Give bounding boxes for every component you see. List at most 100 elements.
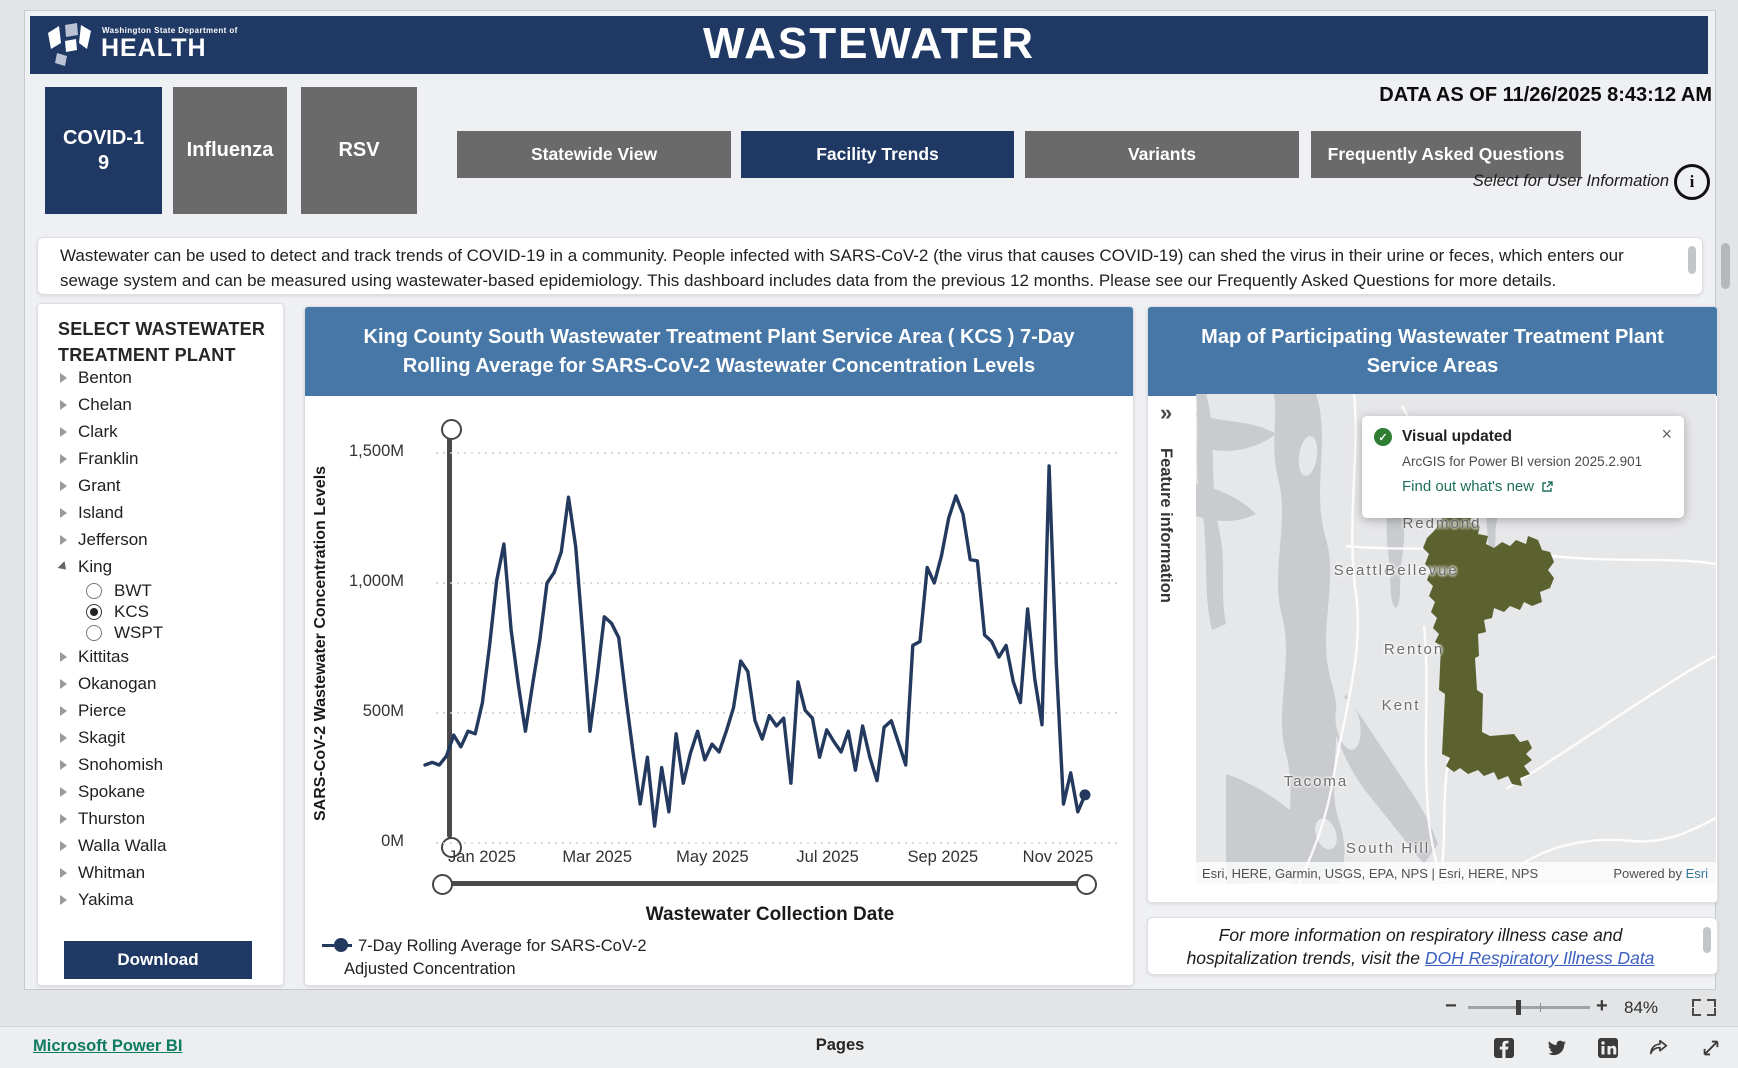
legend-dot-icon (334, 938, 348, 952)
chevron-expanded-icon[interactable] (57, 560, 70, 573)
county-item-king[interactable]: King (38, 553, 283, 580)
chevron-collapsed-icon[interactable] (60, 426, 67, 437)
county-item-walla-walla[interactable]: Walla Walla (38, 832, 283, 859)
chevron-collapsed-icon[interactable] (60, 813, 67, 824)
plant-label: KCS (114, 601, 149, 621)
y-tick-label: 0M (381, 832, 404, 850)
expand-panel-icon[interactable]: » (1160, 400, 1173, 425)
radio-icon[interactable] (86, 624, 102, 641)
pages-menu[interactable]: Pages (815, 1036, 865, 1054)
county-item-whitman[interactable]: Whitman (38, 859, 283, 886)
county-label: Whitman (78, 862, 146, 882)
chevron-collapsed-icon[interactable] (60, 840, 67, 851)
chevron-collapsed-icon[interactable] (60, 867, 67, 878)
facebook-icon[interactable] (1493, 1037, 1515, 1059)
county-item-yakima[interactable]: Yakima (38, 886, 283, 913)
popup-version-text: ArcGIS for Power BI version 2025.2.901 (1402, 454, 1643, 469)
county-item-spokane[interactable]: Spokane (38, 778, 283, 805)
line-chart-plot[interactable] (420, 443, 1120, 863)
chevron-collapsed-icon[interactable] (60, 480, 67, 491)
view-tab-variants[interactable]: Variants (1025, 131, 1299, 178)
chevron-collapsed-icon[interactable] (60, 372, 67, 383)
chevron-collapsed-icon[interactable] (60, 786, 67, 797)
county-item-grant[interactable]: Grant (38, 472, 283, 499)
chevron-collapsed-icon[interactable] (60, 732, 67, 743)
infobox-scrollbar[interactable] (1703, 927, 1711, 953)
esri-link[interactable]: Esri (1685, 865, 1708, 881)
x-tick-label: Jan 2025 (448, 848, 516, 866)
y-zoom-slider-handle-top[interactable] (441, 419, 462, 440)
x-zoom-slider-handle-left[interactable] (432, 874, 453, 895)
x-tick-label: Mar 2025 (562, 848, 633, 866)
info-icon[interactable]: i (1674, 164, 1710, 200)
legend-label-line1: 7-Day Rolling Average for SARS-CoV-2 (358, 937, 647, 955)
disease-tab-rsv[interactable]: RSV (301, 87, 417, 214)
chevron-collapsed-icon[interactable] (60, 399, 67, 410)
close-icon[interactable]: × (1661, 424, 1672, 444)
county-tree: Benton Chelan Clark Franklin Grant Island Jeff… (38, 364, 283, 913)
intro-scrollbar[interactable] (1688, 246, 1696, 274)
x-zoom-slider-handle-right[interactable] (1076, 874, 1097, 895)
county-item-jefferson[interactable]: Jefferson (38, 526, 283, 553)
county-item-benton[interactable]: Benton (38, 364, 283, 391)
service-area-polygon[interactable] (1423, 506, 1554, 786)
county-label: Grant (78, 475, 121, 495)
county-item-franklin[interactable]: Franklin (38, 445, 283, 472)
county-item-kittitas[interactable]: Kittitas (38, 643, 283, 670)
plant-option-kcs[interactable]: KCS (38, 601, 283, 622)
county-label: Spokane (78, 781, 146, 801)
view-tab-frequently-asked-questions[interactable]: Frequently Asked Questions (1311, 131, 1581, 178)
county-item-clark[interactable]: Clark (38, 418, 283, 445)
county-item-skagit[interactable]: Skagit (38, 724, 283, 751)
chevron-collapsed-icon[interactable] (60, 534, 67, 545)
zoom-slider-track[interactable] (1468, 1006, 1590, 1009)
microsoft-powerbi-link[interactable]: Microsoft Power BI (33, 1037, 183, 1055)
disease-tab-influenza[interactable]: Influenza (173, 87, 287, 214)
download-button[interactable]: Download (64, 941, 252, 979)
whats-new-link[interactable]: Find out what's new (1402, 478, 1554, 495)
chevron-collapsed-icon[interactable] (60, 651, 67, 662)
county-label: Pierce (78, 700, 127, 720)
county-item-island[interactable]: Island (38, 499, 283, 526)
x-zoom-slider-track[interactable] (441, 881, 1086, 886)
fullscreen-icon[interactable] (1700, 1037, 1722, 1059)
radio-icon[interactable] (86, 582, 102, 599)
doh-respiratory-link[interactable]: DOH Respiratory Illness Data (1424, 948, 1655, 968)
county-item-chelan[interactable]: Chelan (38, 391, 283, 418)
county-item-thurston[interactable]: Thurston (38, 805, 283, 832)
disease-tab-covid-19[interactable]: COVID-1 9 (45, 87, 162, 214)
city-label-tacoma: Tacoma (1283, 773, 1349, 790)
radio-selected-icon[interactable] (86, 603, 102, 620)
y-zoom-slider-track[interactable] (447, 436, 452, 838)
fit-to-page-icon[interactable] (1692, 999, 1716, 1016)
chevron-collapsed-icon[interactable] (60, 759, 67, 770)
chevron-collapsed-icon[interactable] (60, 453, 67, 464)
county-item-snohomish[interactable]: Snohomish (38, 751, 283, 778)
concentration-line[interactable] (423, 464, 1087, 828)
zoom-in-button[interactable]: + (1596, 995, 1608, 1017)
y-zoom-slider-handle-bottom[interactable] (441, 837, 462, 858)
county-label: Walla Walla (78, 835, 167, 855)
city-label-seattle: Seattle (1333, 562, 1395, 579)
page-scrollbar[interactable] (1721, 243, 1730, 289)
plant-option-bwt[interactable]: BWT (38, 580, 283, 601)
view-tab-statewide-view[interactable]: Statewide View (457, 131, 731, 178)
county-item-okanogan[interactable]: Okanogan (38, 670, 283, 697)
county-label: Clark (78, 421, 118, 441)
zoom-slider-handle[interactable] (1516, 1000, 1521, 1015)
x-tick-label: May 2025 (676, 848, 749, 866)
chevron-collapsed-icon[interactable] (60, 894, 67, 905)
linkedin-icon[interactable] (1597, 1037, 1619, 1059)
twitter-icon[interactable] (1545, 1037, 1567, 1059)
respiratory-info-card: For more information on respiratory illn… (1147, 917, 1718, 975)
view-tab-facility-trends[interactable]: Facility Trends (741, 131, 1014, 178)
chevron-collapsed-icon[interactable] (60, 705, 67, 716)
plant-option-wspt[interactable]: WSPT (38, 622, 283, 643)
zoom-out-button[interactable]: − (1445, 995, 1457, 1017)
last-data-point[interactable] (1079, 789, 1091, 801)
share-icon[interactable] (1648, 1037, 1670, 1059)
x-tick-label: Sep 2025 (907, 848, 979, 866)
chevron-collapsed-icon[interactable] (60, 507, 67, 518)
chevron-collapsed-icon[interactable] (60, 678, 67, 689)
county-item-pierce[interactable]: Pierce (38, 697, 283, 724)
